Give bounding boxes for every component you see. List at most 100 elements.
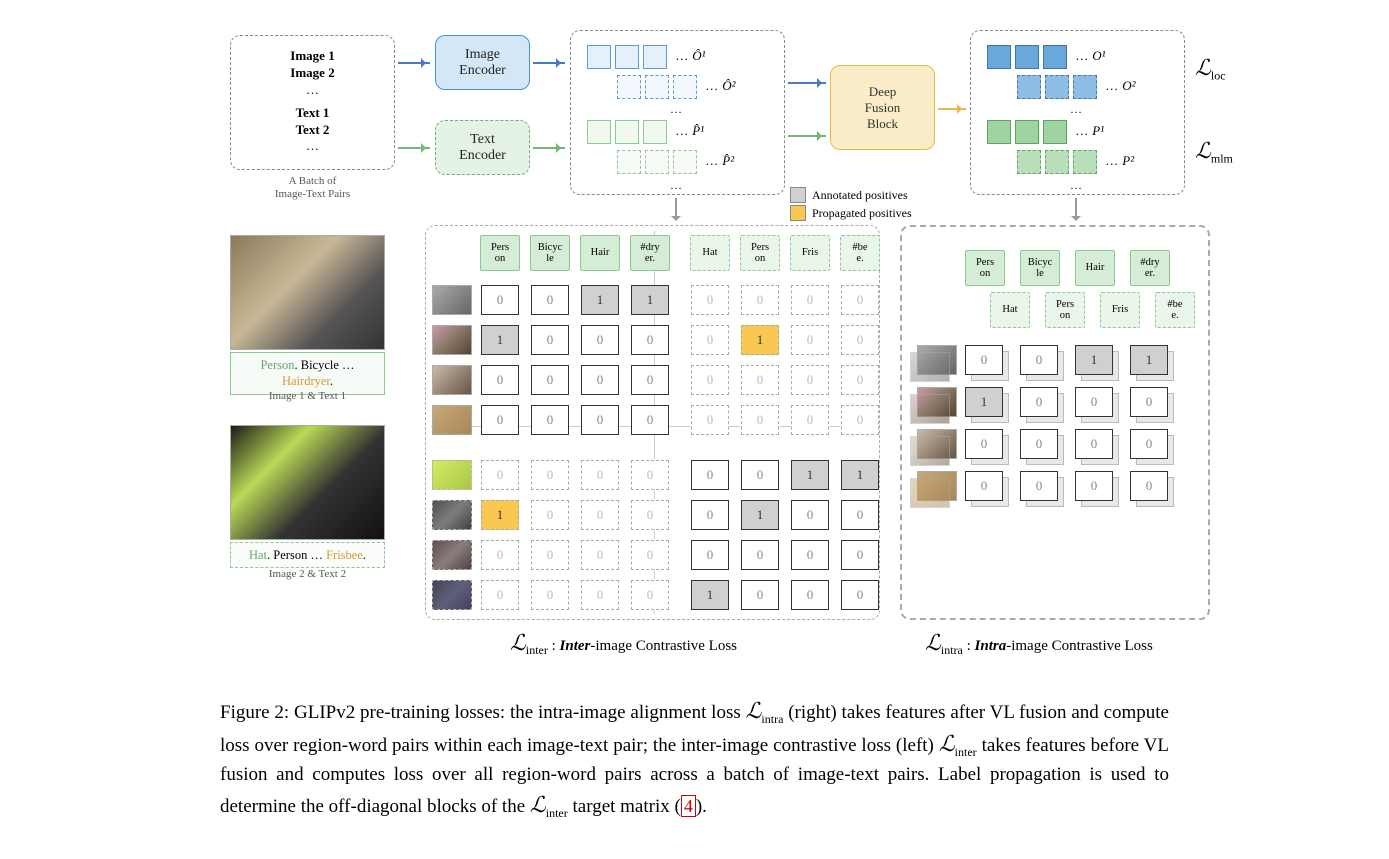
matrix-cell: 1 [791, 460, 829, 490]
matrix-cell: 0 [691, 365, 729, 395]
o2-post-row: …O² [1015, 75, 1136, 99]
token-header: Pers on [965, 250, 1005, 286]
ellipsis: … [243, 82, 382, 99]
matrix-cell: 0 [581, 365, 619, 395]
matrix-cell: 1 [691, 580, 729, 610]
matrix-cell: 0 [481, 540, 519, 570]
matrix-cell: 1 [481, 325, 519, 355]
arrow-down-icon [675, 198, 677, 220]
row-crop [432, 365, 472, 395]
arrow-icon [788, 135, 826, 137]
sample-image-1 [230, 235, 385, 350]
token-header: #dry er. [1130, 250, 1170, 286]
row-crop [432, 325, 472, 355]
matrix-cell: 0 [741, 405, 779, 435]
matrix-cell: 0 [741, 580, 779, 610]
arrow-icon [533, 62, 565, 64]
matrix-cell: 0 [581, 460, 619, 490]
matrix-cell: 0 [841, 285, 879, 315]
matrix-cell: 0 [531, 460, 569, 490]
fusion-block: DeepFusionBlock [830, 65, 935, 150]
o2-row: …Ô² [615, 75, 736, 99]
matrix-cell: 0 [1020, 387, 1058, 417]
matrix-cell: 0 [481, 460, 519, 490]
matrix-cell: 0 [1130, 387, 1168, 417]
matrix-cell: 0 [791, 325, 829, 355]
matrix-cell: 0 [741, 365, 779, 395]
row-crop [432, 540, 472, 570]
matrix-cell: 0 [631, 540, 669, 570]
input-text2: Text 2 [243, 122, 382, 139]
matrix-cell: 0 [531, 540, 569, 570]
token-header: Hair [580, 235, 620, 271]
row-crop [432, 460, 472, 490]
matrix-cell: 0 [531, 580, 569, 610]
inter-caption: ℒinter : Inter-image Contrastive Loss [510, 630, 737, 658]
matrix-cell: 0 [581, 325, 619, 355]
sample-sub-2: Image 2 & Text 2 [230, 568, 385, 580]
matrix-cell: 0 [791, 285, 829, 315]
p2-row: …P̂² [615, 150, 734, 174]
matrix-cell: 0 [531, 405, 569, 435]
row-crop [432, 405, 472, 435]
token-header: #be e. [1155, 292, 1195, 328]
inputs-box: Image 1 Image 2 … Text 1 Text 2 … [230, 35, 395, 170]
matrix-cell: 0 [631, 500, 669, 530]
matrix-cell: 1 [481, 500, 519, 530]
p1-row: …P̂¹ [585, 120, 704, 144]
token-header: Fris [1100, 292, 1140, 328]
matrix-cell: 0 [691, 540, 729, 570]
matrix-cell: 0 [1020, 429, 1058, 459]
token-header: Bicyc le [530, 235, 570, 271]
row-crop [432, 580, 472, 610]
matrix-cell: 0 [1075, 471, 1113, 501]
arrow-down-icon [1075, 198, 1077, 220]
matrix-cell: 0 [1075, 429, 1113, 459]
matrix-cell: 0 [631, 325, 669, 355]
matrix-cell: 0 [841, 580, 879, 610]
matrix-cell: 0 [581, 405, 619, 435]
input-image2: Image 2 [243, 65, 382, 82]
matrix-cell: 1 [631, 285, 669, 315]
figure-container: Image 1 Image 2 … Text 1 Text 2 … A Batc… [20, 20, 1369, 822]
matrix-cell: 0 [965, 345, 1003, 375]
matrix-cell: 1 [841, 460, 879, 490]
matrix-cell: 0 [581, 580, 619, 610]
matrix-cell: 0 [741, 460, 779, 490]
matrix-cell: 1 [1075, 345, 1113, 375]
matrix-cell: 0 [791, 405, 829, 435]
row-crop [432, 285, 472, 315]
p2-post-row: …P² [1015, 150, 1134, 174]
matrix-cell: 1 [1130, 345, 1168, 375]
sample-sub-1: Image 1 & Text 1 [230, 390, 385, 402]
matrix-cell: 0 [741, 285, 779, 315]
figure-caption: Figure 2: GLIPv2 pre-training losses: th… [20, 695, 1369, 822]
arrow-icon [398, 147, 430, 149]
matrix-cell: 0 [1130, 471, 1168, 501]
arrow-icon [398, 62, 430, 64]
matrix-cell: 0 [965, 429, 1003, 459]
matrix-cell: 1 [741, 325, 779, 355]
matrix-cell: 0 [965, 471, 1003, 501]
input-image1: Image 1 [243, 48, 382, 65]
intra-caption: ℒintra : Intra-image Contrastive Loss [925, 630, 1153, 658]
matrix-cell: 0 [581, 500, 619, 530]
matrix-cell: 0 [531, 285, 569, 315]
matrix-cell: 0 [481, 580, 519, 610]
matrix-cell: 1 [741, 500, 779, 530]
arrow-icon [533, 147, 565, 149]
ellipsis: … [243, 138, 382, 155]
row-crop-shadow [910, 436, 950, 466]
row-crop-shadow [910, 478, 950, 508]
token-header: Pers on [1045, 292, 1085, 328]
matrix-cell: 0 [841, 405, 879, 435]
matrix-cell: 0 [841, 325, 879, 355]
token-header: Hat [690, 235, 730, 271]
sample-image-2 [230, 425, 385, 540]
row-crop-shadow [910, 394, 950, 424]
matrix-cell: 0 [791, 580, 829, 610]
p1-post-row: …P¹ [985, 120, 1104, 144]
loss-loc: ℒloc [1195, 55, 1226, 84]
matrix-cell: 0 [481, 365, 519, 395]
matrix-cell: 0 [791, 540, 829, 570]
